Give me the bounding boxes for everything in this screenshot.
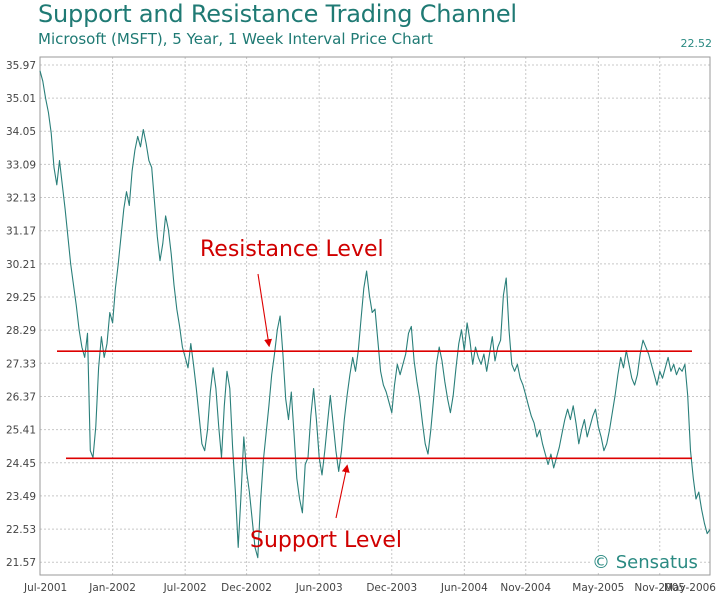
y-tick-label: 31.17	[6, 226, 36, 238]
y-tick-label: 29.25	[6, 292, 36, 304]
x-tick-label: Jun-2003	[295, 582, 343, 594]
sensatus-watermark: © Sensatus	[590, 552, 700, 573]
x-tick-label: Dec-2002	[221, 582, 272, 594]
x-tick-label: Jul-2002	[163, 582, 207, 594]
x-tick-label: Nov-2004	[500, 582, 551, 594]
support-level-label: Support Level	[250, 528, 402, 553]
chart-subtitle: Microsoft (MSFT), 5 Year, 1 Week Interva…	[38, 30, 433, 48]
y-tick-label: 25.41	[6, 425, 36, 437]
resistance-level-label: Resistance Level	[200, 237, 384, 262]
chart-title: Support and Resistance Trading Channel	[38, 0, 517, 28]
y-tick-label: 22.53	[6, 524, 36, 536]
x-tick-label: Jan-2002	[88, 582, 136, 594]
plot-frame	[39, 56, 711, 576]
y-tick-label: 33.09	[6, 159, 36, 171]
support-arrow	[335, 464, 350, 519]
y-tick-label: 26.37	[6, 391, 36, 403]
y-tick-label: 35.97	[6, 60, 36, 72]
y-tick-label: 21.57	[6, 557, 36, 569]
resistance-arrow	[257, 273, 273, 348]
x-tick-label: May-2006	[664, 582, 716, 594]
y-tick-label: 34.05	[6, 126, 36, 138]
y-tick-label: 24.45	[6, 458, 36, 470]
x-tick-label: Dec-2003	[366, 582, 417, 594]
y-tick-label: 30.21	[6, 259, 36, 271]
y-tick-label: 32.13	[6, 193, 36, 205]
x-axis: Jul-2001 Jan-2002 Jul-2002 Dec-2002 Jun-2003…	[23, 582, 716, 594]
x-tick-label: Jul-2001	[23, 582, 67, 594]
x-tick-label: May-2005	[572, 582, 624, 594]
x-tick-label: Nov-2005	[634, 582, 685, 594]
y-axis: 35.97 35.01 34.05 33.09 32.13 31.17 30.21 29.25…	[6, 60, 36, 569]
x-tick-label: Jun-2004	[440, 582, 488, 594]
y-tick-label: 27.33	[6, 358, 36, 370]
y-tick-label: 28.29	[6, 325, 36, 337]
price-series-line	[39, 70, 711, 559]
y-tick-label: 35.01	[6, 93, 36, 105]
last-price-label: 22.52	[680, 37, 713, 50]
y-tick-label: 23.49	[6, 491, 36, 503]
